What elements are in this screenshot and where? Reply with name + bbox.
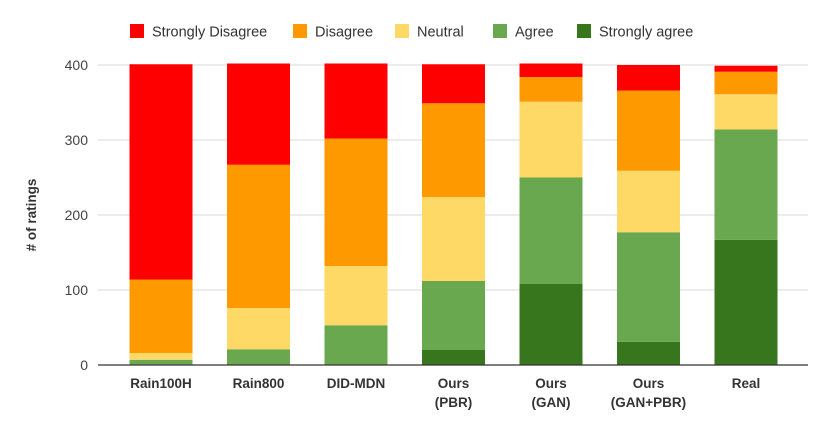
legend-swatch [577, 24, 591, 38]
legend-label: Neutral [417, 25, 464, 41]
y-axis-title: # of ratings [24, 179, 39, 252]
bar-segment-agree [324, 325, 388, 365]
legend-label: Disagree [315, 25, 373, 41]
x-tick-label: Ours [438, 376, 470, 391]
x-tick-label: Ours [535, 376, 567, 391]
bar-segment-strongly-disagree [129, 64, 193, 280]
x-tick-label: Real [732, 376, 761, 391]
bar-segment-agree [422, 281, 485, 350]
bar-segment-neutral [227, 308, 290, 350]
bar-segment-disagree [422, 103, 485, 197]
legend-label: Agree [515, 25, 554, 41]
bar-segment-disagree [617, 90, 680, 171]
x-tick-label: Rain100H [130, 376, 192, 391]
bar-segment-agree [129, 359, 193, 365]
y-tick-label: 0 [80, 357, 88, 373]
bar-segment-strongly-agree [617, 341, 680, 365]
bar-segment-strongly-disagree [617, 65, 680, 91]
bar-segment-disagree [519, 77, 583, 102]
bar-segment-strongly-disagree [422, 64, 485, 104]
legend-label: Strongly Disagree [152, 25, 267, 41]
legend-swatch [395, 24, 409, 38]
bar-segment-agree [714, 129, 778, 240]
bar-segment-neutral [714, 94, 778, 130]
y-tick-label: 300 [65, 132, 89, 148]
bar-segment-agree [519, 177, 583, 284]
bar-segment-neutral [129, 353, 193, 360]
x-tick-label: Rain800 [233, 376, 285, 391]
bar-segment-neutral [324, 266, 388, 326]
bar-segment-strongly-disagree [519, 63, 583, 77]
bar-segment-disagree [714, 71, 778, 95]
bar-segment-neutral [519, 101, 583, 178]
bar-segment-disagree [324, 138, 388, 266]
y-tick-label: 400 [65, 57, 89, 73]
y-tick-label: 200 [65, 207, 89, 223]
legend-swatch [130, 24, 144, 38]
bar-segment-strongly-disagree [324, 63, 388, 139]
y-tick-label: 100 [65, 282, 89, 298]
bar-segment-strongly-agree [714, 239, 778, 365]
x-tick-label: DID-MDN [327, 376, 386, 391]
legend: Strongly Disagree Disagree Neutral Agree Str… [130, 24, 693, 41]
bar-segment-neutral [617, 170, 680, 233]
bar-segment-strongly-agree [519, 284, 583, 365]
bar-segment-strongly-disagree [227, 63, 290, 165]
y-axis-ticks: 0 100 200 300 400 [65, 57, 89, 373]
x-tick-label: (GAN+PBR) [611, 395, 686, 410]
x-tick-label: Ours [633, 376, 665, 391]
bar-segment-disagree [129, 279, 193, 353]
bars [129, 63, 778, 365]
bar-segment-strongly-disagree [714, 65, 778, 72]
bar-segment-neutral [422, 197, 485, 281]
bar-segment-strongly-agree [422, 350, 485, 365]
bar-segment-disagree [227, 164, 290, 308]
bar-segment-agree [617, 232, 680, 342]
legend-label: Strongly agree [599, 25, 693, 41]
legend-swatch [493, 24, 507, 38]
x-axis-labels: Rain100H Rain800 DID-MDN Ours (PBR) Ours (GAN)… [130, 376, 760, 410]
x-tick-label: (PBR) [435, 395, 473, 410]
legend-swatch [293, 24, 307, 38]
bar-segment-agree [227, 349, 290, 365]
x-tick-label: (GAN) [532, 395, 571, 410]
